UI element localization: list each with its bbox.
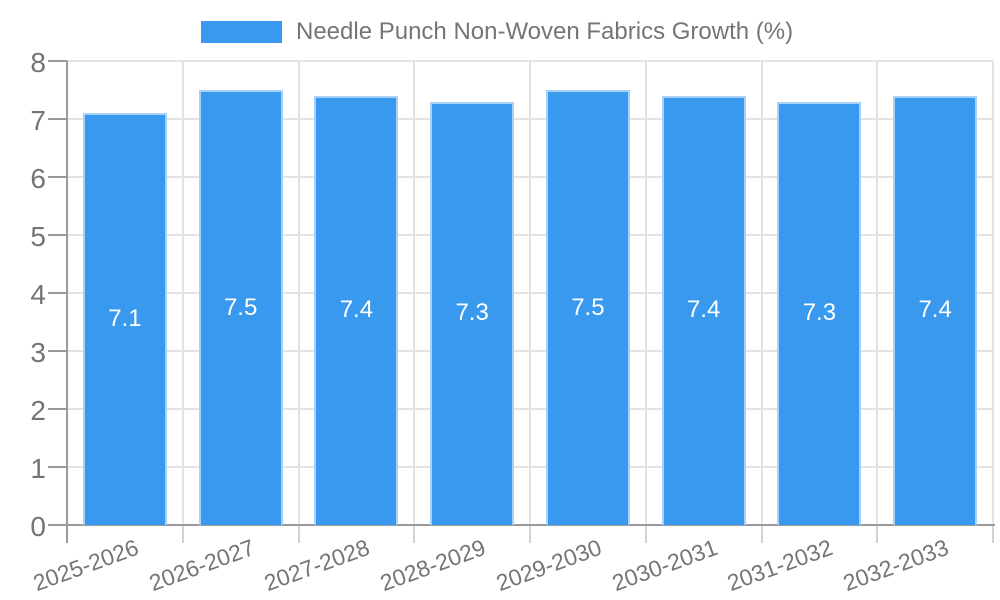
x-axis-tick [529,525,531,543]
y-axis-tick [48,292,67,294]
v-gridline [644,61,647,525]
bar-value-label: 7.5 [223,293,258,321]
bar[interactable] [198,90,283,525]
x-axis-tick [66,525,68,543]
x-axis-tick [297,525,300,543]
y-tick-label: 8 [30,47,46,78]
y-axis-tick [48,176,67,178]
v-gridline [760,61,763,525]
x-axis-tick [181,525,184,543]
bar[interactable] [430,101,515,525]
x-tick-label: 2032-2033 [839,534,953,597]
y-tick-label: 5 [30,221,46,252]
x-tick-label: 2027-2028 [261,534,374,597]
y-tick-label: 4 [30,279,46,310]
legend-item[interactable]: Needle Punch Non-Woven Fabrics Growth (%… [201,18,793,46]
bar-value-label: 7.4 [918,296,952,324]
x-tick-label: 2025-2026 [29,534,142,597]
x-axis-line [48,524,995,526]
y-tick-label: 6 [30,163,46,194]
bar-value-label: 7.4 [339,296,374,324]
legend: Needle Punch Non-Woven Fabrics Growth (%… [201,17,793,47]
y-axis-tick [48,118,67,120]
bar[interactable] [893,95,978,525]
x-axis-tick [413,525,416,543]
y-tick-label: 1 [30,453,46,484]
legend-label: Needle Punch Non-Woven Fabrics Growth (%… [296,18,794,45]
x-axis-tick [876,525,879,543]
bar-value-label: 7.5 [571,293,605,321]
y-axis-tick [48,60,67,62]
bar[interactable] [82,113,167,525]
y-tick-label: 0 [30,511,46,542]
x-tick-label: 2026-2027 [145,534,258,597]
bar-value-label: 7.4 [686,296,721,324]
x-axis-tick [992,525,994,543]
v-gridline [413,61,416,525]
bar[interactable] [661,95,746,525]
y-axis-tick [48,234,67,236]
v-gridline [992,61,994,525]
y-axis-tick [48,408,67,410]
y-axis-line [66,61,68,525]
bar-value-label: 7.1 [108,305,142,333]
v-gridline [297,61,300,525]
x-tick-label: 2028-2029 [376,534,490,597]
x-tick-label: 2031-2032 [724,534,837,597]
x-tick-label: 2030-2031 [608,534,721,597]
y-tick-label: 3 [30,337,46,368]
y-tick-label: 7 [30,105,46,136]
bar[interactable] [777,101,862,525]
v-gridline [181,61,184,525]
y-axis-tick [48,466,67,468]
v-gridline [876,61,879,525]
bar[interactable] [314,95,399,525]
bar[interactable] [545,90,630,525]
x-axis-tick [760,525,763,543]
x-axis-tick [644,525,647,543]
v-gridline [529,61,531,525]
y-tick-label: 2 [30,395,46,426]
y-axis-tick [48,350,67,352]
bar-value-label: 7.3 [802,299,837,327]
legend-swatch [201,21,282,43]
bar-value-label: 7.3 [455,299,489,327]
x-tick-label: 2029-2030 [492,534,605,597]
